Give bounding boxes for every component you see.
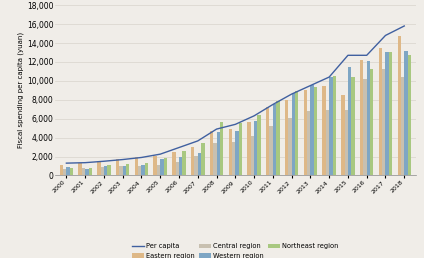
Bar: [220, 123, 223, 175]
Bar: [310, 85, 314, 175]
Bar: [292, 93, 295, 175]
Bar: [257, 115, 261, 175]
Bar: [360, 60, 363, 175]
Per capita: [64, 162, 69, 165]
Bar: [385, 52, 389, 175]
Bar: [379, 48, 382, 175]
Per capita: [101, 160, 106, 163]
Bar: [285, 100, 288, 175]
Bar: [176, 162, 179, 175]
Per capita: [289, 93, 294, 96]
Per capita: [158, 152, 163, 156]
Bar: [288, 118, 292, 175]
Bar: [239, 123, 242, 175]
Bar: [100, 167, 104, 175]
Bar: [329, 77, 332, 175]
Bar: [266, 107, 270, 175]
Bar: [153, 156, 157, 175]
Bar: [247, 123, 251, 175]
Bar: [322, 86, 326, 175]
Bar: [351, 77, 355, 175]
Bar: [182, 151, 186, 175]
Bar: [67, 167, 70, 175]
Line: Per capita: Per capita: [67, 26, 404, 163]
Bar: [194, 156, 198, 175]
Bar: [164, 158, 167, 175]
Per capita: [233, 123, 238, 126]
Legend: Per capita, Eastern region, Central region, Western region, Northeast region: Per capita, Eastern region, Central regi…: [132, 244, 338, 258]
Per capita: [346, 54, 351, 57]
Bar: [398, 36, 401, 175]
Bar: [126, 164, 129, 175]
Bar: [254, 120, 257, 175]
Per capita: [83, 161, 88, 164]
Per capita: [120, 158, 125, 161]
Bar: [160, 159, 164, 175]
Bar: [341, 95, 345, 175]
Bar: [123, 166, 126, 175]
Bar: [332, 76, 336, 175]
Bar: [97, 161, 100, 175]
Bar: [251, 136, 254, 175]
Bar: [210, 131, 213, 175]
Bar: [389, 52, 392, 175]
Bar: [70, 168, 73, 175]
Bar: [145, 163, 148, 175]
Bar: [304, 90, 307, 175]
Bar: [138, 166, 142, 175]
Bar: [370, 69, 374, 175]
Bar: [85, 169, 89, 175]
Per capita: [402, 25, 407, 28]
Per capita: [271, 103, 276, 106]
Bar: [348, 67, 351, 175]
Bar: [60, 165, 63, 175]
Bar: [213, 143, 217, 175]
Per capita: [326, 76, 332, 79]
Bar: [407, 55, 411, 175]
Bar: [104, 166, 107, 175]
Bar: [107, 165, 111, 175]
Bar: [273, 103, 276, 175]
Bar: [307, 111, 310, 175]
Bar: [345, 110, 348, 175]
Bar: [201, 143, 204, 175]
Per capita: [214, 127, 219, 131]
Bar: [135, 157, 138, 175]
Bar: [232, 142, 235, 175]
Bar: [63, 169, 67, 175]
Per capita: [251, 114, 257, 117]
Bar: [326, 110, 329, 175]
Bar: [235, 131, 239, 175]
Per capita: [364, 54, 369, 57]
Bar: [116, 159, 119, 175]
Bar: [198, 153, 201, 175]
Bar: [217, 132, 220, 175]
Bar: [78, 163, 82, 175]
Per capita: [139, 156, 144, 159]
Bar: [314, 86, 317, 175]
Per capita: [383, 34, 388, 37]
Bar: [404, 51, 407, 175]
Bar: [382, 69, 385, 175]
Bar: [367, 61, 370, 175]
Bar: [401, 77, 404, 175]
Per capita: [308, 84, 313, 87]
Bar: [142, 165, 145, 175]
Bar: [295, 91, 298, 175]
Bar: [270, 126, 273, 175]
Bar: [89, 168, 92, 175]
Bar: [179, 157, 182, 175]
Per capita: [195, 139, 200, 142]
Bar: [363, 79, 367, 175]
Bar: [172, 152, 176, 175]
Y-axis label: Fiscal spending per capita (yuan): Fiscal spending per capita (yuan): [18, 32, 24, 148]
Bar: [82, 168, 85, 175]
Per capita: [176, 146, 181, 149]
Bar: [157, 165, 160, 175]
Bar: [276, 101, 279, 175]
Bar: [119, 166, 123, 175]
Bar: [191, 147, 194, 175]
Bar: [229, 129, 232, 175]
